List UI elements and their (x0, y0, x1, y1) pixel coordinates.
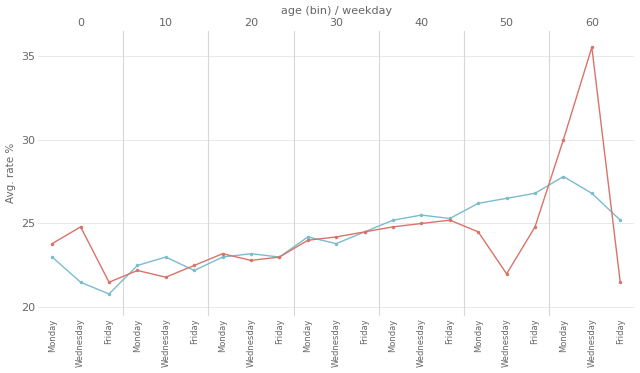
Y-axis label: Avg. rate %: Avg. rate % (6, 143, 15, 203)
X-axis label: age (bin) / weekday: age (bin) / weekday (281, 6, 392, 16)
